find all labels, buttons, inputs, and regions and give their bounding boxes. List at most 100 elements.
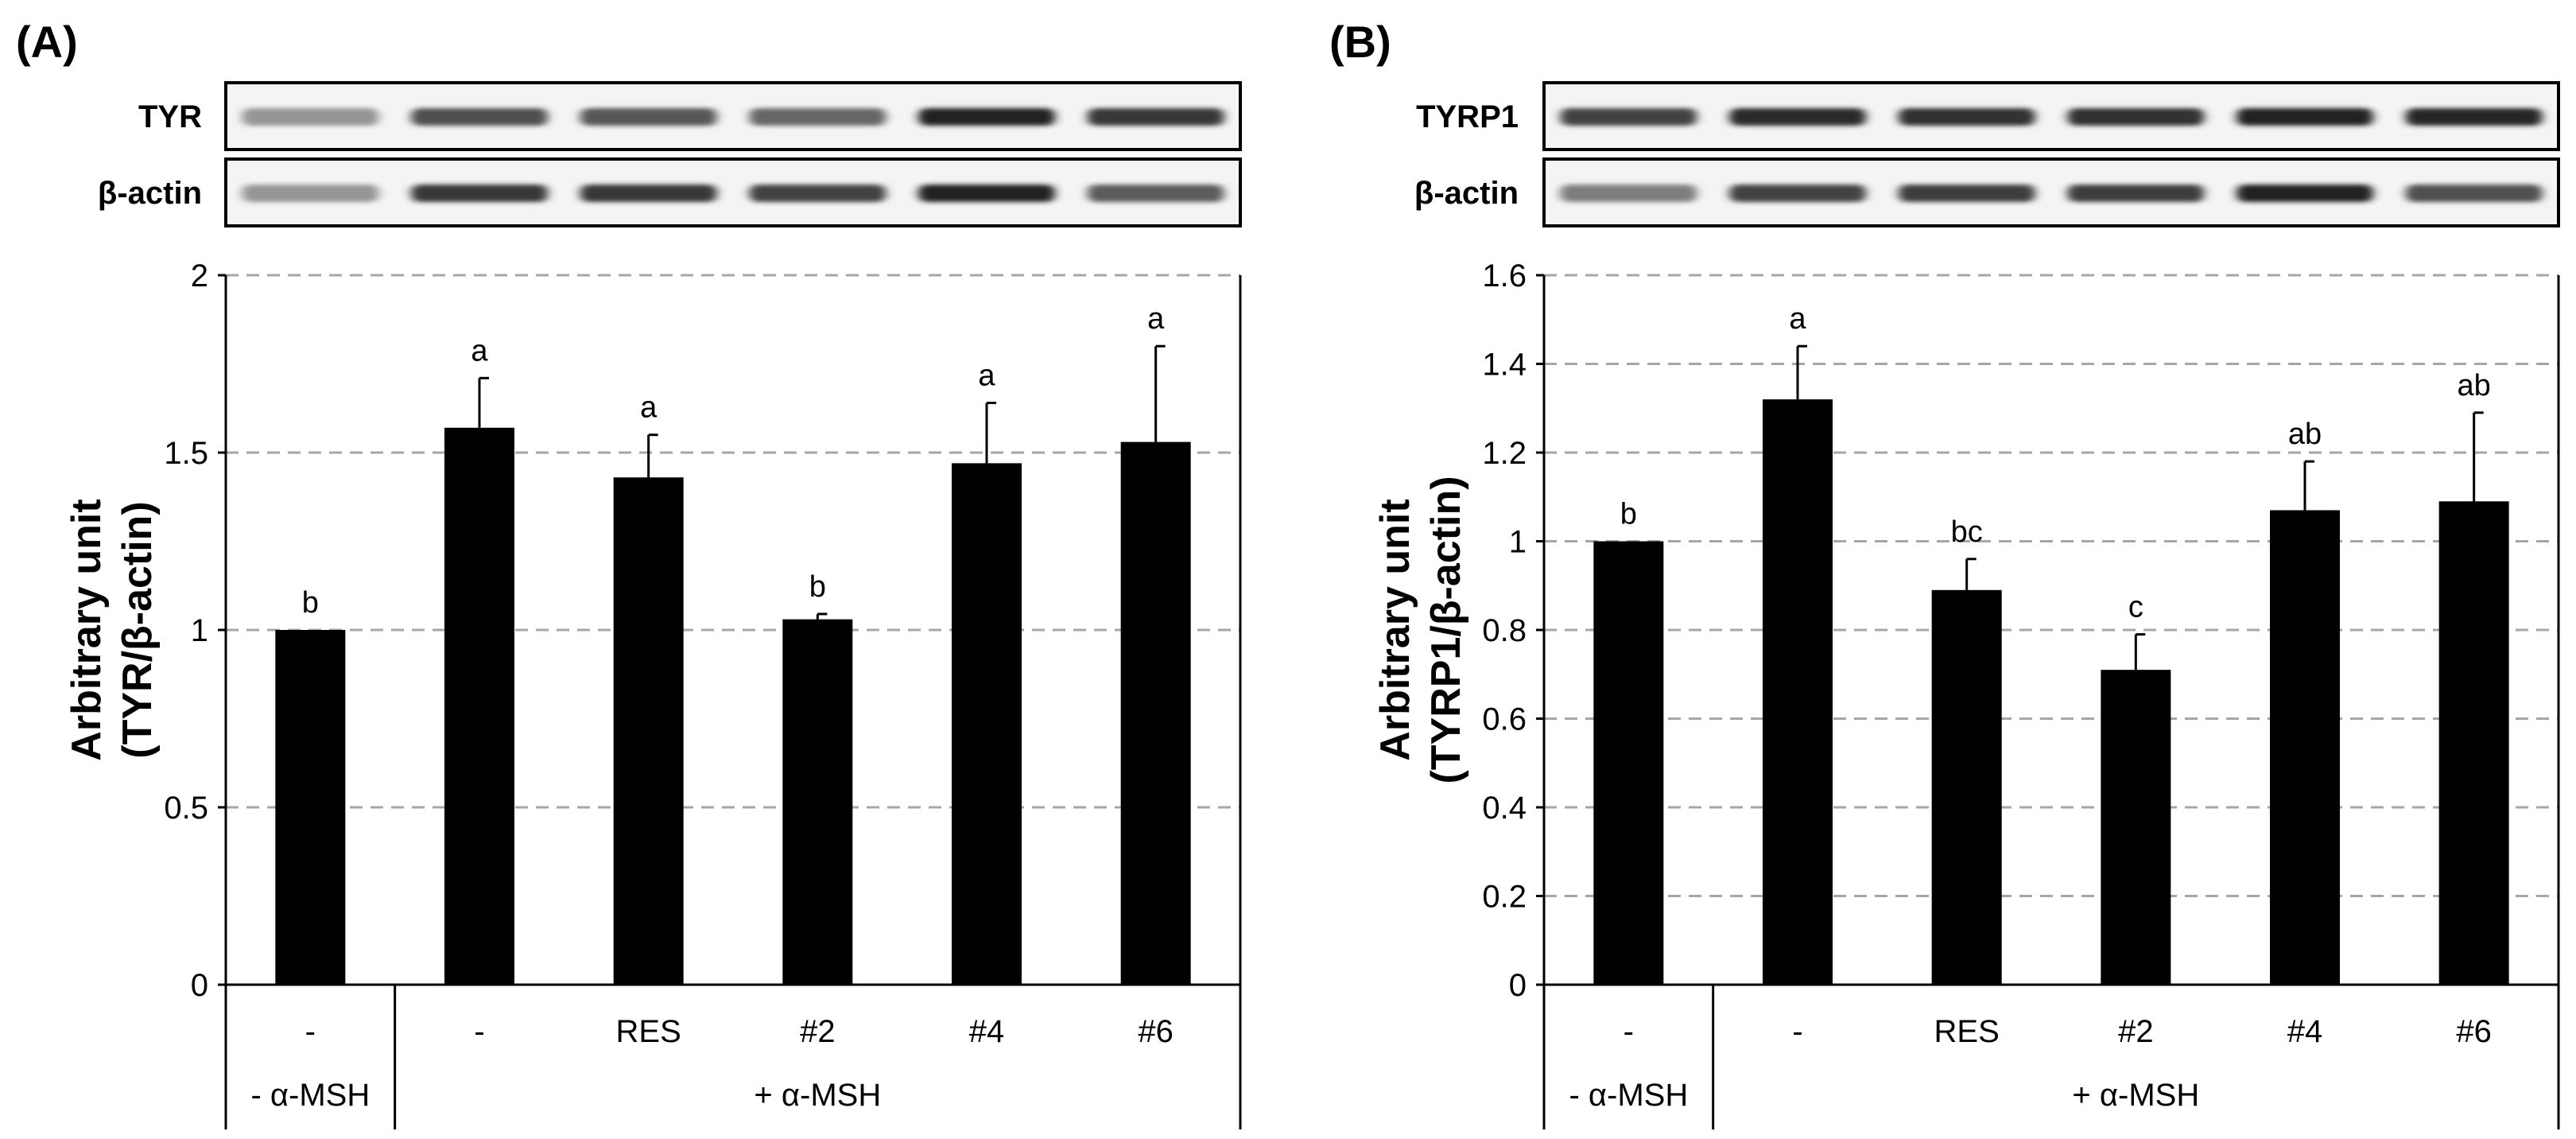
panel-label: (B) xyxy=(1329,17,1391,67)
blot-band xyxy=(1898,108,2035,126)
y-tick-label: 0.5 xyxy=(164,791,208,826)
blot-strip xyxy=(224,157,1242,227)
y-tick-label: 2 xyxy=(191,259,208,293)
significance-label: b xyxy=(1620,498,1637,531)
blot-band xyxy=(580,108,717,126)
blot-band xyxy=(1087,185,1224,202)
significance-label: ab xyxy=(2458,369,2491,402)
category-label: - xyxy=(305,1014,316,1049)
blot-band xyxy=(2405,185,2543,202)
bar xyxy=(1120,441,1191,985)
group-label: - α-MSH xyxy=(1569,1078,1688,1113)
significance-label: bc xyxy=(1951,515,1983,549)
blot-band xyxy=(2237,185,2373,202)
panel-b: (B) TYRP1 β-actin 0 0.2 0.4 0.6 0.8 1 1.2 1.4 1.6 b a… xyxy=(1329,17,2560,1129)
category-label: #6 xyxy=(1138,1014,1174,1049)
blot-strip xyxy=(1542,81,2560,151)
bar xyxy=(2270,510,2340,985)
panel-a: (A) TYR β-actin 0 0.5 1 1.5 2 b a a b a a - - RES #2 #4 #6 -… xyxy=(16,17,1242,1129)
bar xyxy=(952,463,1022,985)
y-tick-label: 1.4 xyxy=(1482,348,1527,383)
blot-label: TYRP1 xyxy=(1416,99,1519,134)
significance-label: a xyxy=(640,391,658,425)
bar xyxy=(782,619,853,985)
blot-frame xyxy=(224,157,1242,227)
blot-band xyxy=(749,108,886,126)
category-label: - xyxy=(1624,1014,1634,1049)
blot-label: β-actin xyxy=(1414,176,1519,211)
blot-band xyxy=(2067,108,2205,126)
blot-band xyxy=(411,185,548,202)
bar xyxy=(1593,541,1664,985)
panel-label: (A) xyxy=(16,17,78,67)
y-tick-label: 1.6 xyxy=(1482,259,1527,293)
group-label: + α-MSH xyxy=(754,1078,881,1113)
blot-strip xyxy=(224,81,1242,151)
group-label: - α-MSH xyxy=(250,1078,370,1113)
blot-frame xyxy=(1542,81,2560,151)
group-label: + α-MSH xyxy=(2072,1078,2199,1113)
blot-band xyxy=(2405,108,2543,126)
y-tick-label: 0 xyxy=(191,968,208,1003)
y-axis-title-line: Arbitrary unit xyxy=(1372,499,1418,760)
significance-label: c xyxy=(2128,591,2143,624)
bar xyxy=(2101,670,2171,985)
y-tick-label: 1 xyxy=(191,613,208,648)
y-axis-title: Arbitrary unit (TYRP1/β-actin) xyxy=(1372,476,1469,783)
y-tick-label: 0 xyxy=(1509,968,1527,1003)
y-axis-title-line: (TYR/β-actin) xyxy=(114,501,161,759)
blot-band xyxy=(1729,108,1866,126)
bar xyxy=(613,477,684,985)
blot-band xyxy=(2237,108,2373,126)
blot-band xyxy=(242,108,379,126)
y-tick-label: 0.2 xyxy=(1482,880,1527,915)
blot-band xyxy=(411,108,548,126)
blot-strip xyxy=(1542,157,2560,227)
significance-label: a xyxy=(1789,302,1806,336)
blot-band xyxy=(1087,108,1224,126)
category-label: #6 xyxy=(2456,1014,2492,1049)
significance-label: b xyxy=(302,586,319,620)
significance-label: a xyxy=(978,360,995,393)
blot-band xyxy=(242,185,379,202)
y-tick-label: 1.5 xyxy=(164,436,208,471)
blot-band xyxy=(580,185,717,202)
category-label: - xyxy=(474,1014,484,1049)
y-tick-label: 0.6 xyxy=(1482,702,1527,737)
y-axis-title: Arbitrary unit (TYR/β-actin) xyxy=(64,499,161,760)
y-axis-title-line: Arbitrary unit xyxy=(64,499,110,760)
blot-band xyxy=(918,108,1055,126)
bar xyxy=(275,630,346,985)
blot-band xyxy=(1729,185,1866,202)
blot-label: TYR xyxy=(138,99,202,134)
category-label: #4 xyxy=(2287,1014,2323,1049)
blot-band xyxy=(918,185,1055,202)
y-tick-label: 1 xyxy=(1509,525,1527,560)
significance-label: a xyxy=(1147,302,1165,336)
category-label: RES xyxy=(616,1014,681,1049)
blot-frame xyxy=(1542,157,2560,227)
category-label: #2 xyxy=(800,1014,836,1049)
significance-label: ab xyxy=(2288,418,2322,451)
blot-band xyxy=(749,185,886,202)
y-tick-label: 0.8 xyxy=(1482,613,1527,648)
blot-band xyxy=(1898,185,2035,202)
category-label: #2 xyxy=(2118,1014,2154,1049)
significance-label: b xyxy=(809,570,826,604)
blot-band xyxy=(1560,185,1697,202)
category-label: RES xyxy=(1934,1014,2000,1049)
y-tick-label: 1.2 xyxy=(1482,436,1527,471)
significance-label: a xyxy=(471,334,488,367)
bar xyxy=(1763,399,1833,985)
category-label: #4 xyxy=(969,1014,1005,1049)
blot-band xyxy=(1560,108,1697,126)
bar xyxy=(2438,501,2509,985)
y-axis-title-line: (TYRP1/β-actin) xyxy=(1423,476,1469,783)
y-tick-label: 0.4 xyxy=(1482,791,1527,826)
blot-label: β-actin xyxy=(98,176,202,211)
category-label: - xyxy=(1792,1014,1802,1049)
blot-band xyxy=(2067,185,2205,202)
bar xyxy=(1931,589,2002,985)
blot-frame xyxy=(224,81,1242,151)
